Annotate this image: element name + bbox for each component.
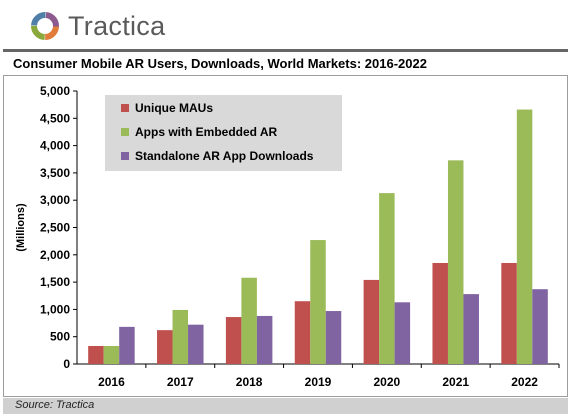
y-tick-label: 3,000 <box>40 193 70 207</box>
y-axis-label: (Millions) <box>15 203 27 252</box>
y-tick-label: 4,500 <box>40 111 70 125</box>
source-text: Source: Tractica <box>15 399 95 411</box>
bar-unique-maus-2017 <box>157 330 173 364</box>
legend-label-unique-maus: Unique MAUs <box>135 101 213 115</box>
bar-standalone-ar-downloads-2022 <box>532 289 548 364</box>
legend-swatch-unique-maus <box>121 104 129 112</box>
y-tick-label: 500 <box>50 330 70 344</box>
bar-apps-embedded-ar-2018 <box>241 277 257 364</box>
bar-apps-embedded-ar-2021 <box>447 160 464 364</box>
x-tick-label: 2022 <box>511 375 538 389</box>
bar-unique-maus-2021 <box>432 262 448 364</box>
bar-unique-maus-2018 <box>225 317 242 364</box>
bar-chart: 0 500 1,000 1,500 2,000 2,500 3,000 3,500 4,000 4… <box>15 84 560 389</box>
legend-box <box>105 95 342 171</box>
y-tick-label: 1,000 <box>40 302 70 316</box>
y-tick-label: 1,500 <box>40 275 70 289</box>
legend-label-standalone-ar-downloads: Standalone AR App Downloads <box>135 149 314 163</box>
bar-unique-maus-2019 <box>294 301 311 364</box>
bar-standalone-ar-downloads-2019 <box>325 311 342 364</box>
bar-apps-embedded-ar-2017 <box>172 309 189 364</box>
bar-unique-maus-2022 <box>501 262 517 364</box>
bar-standalone-ar-downloads-2020 <box>394 302 411 364</box>
x-tick-label: 2017 <box>167 375 194 389</box>
y-tick-label: 0 <box>63 357 70 371</box>
bar-apps-embedded-ar-2016 <box>103 345 120 364</box>
bar-standalone-ar-downloads-2018 <box>256 315 273 364</box>
y-tick-label: 2,500 <box>40 221 70 235</box>
bar-standalone-ar-downloads-2017 <box>188 324 204 364</box>
x-tick-label: 2020 <box>374 375 401 389</box>
x-tick-label: 2021 <box>442 375 469 389</box>
tractica-logo-icon <box>31 12 59 40</box>
bar-apps-embedded-ar-2020 <box>379 193 395 364</box>
y-tick-label: 5,000 <box>40 84 70 98</box>
x-tick-label: 2016 <box>98 375 125 389</box>
bar-apps-embedded-ar-2022 <box>516 109 533 364</box>
chart-frame: 0 500 1,000 1,500 2,000 2,500 3,000 3,500 4,000 4… <box>3 75 568 397</box>
header: Tractica <box>0 0 571 48</box>
header-divider <box>3 49 568 52</box>
x-tick-label: 2019 <box>305 375 332 389</box>
legend-swatch-standalone-ar-downloads <box>121 152 129 160</box>
source-bar: Source: Tractica <box>3 398 568 414</box>
y-tick-label: 4,000 <box>40 139 70 153</box>
bar-standalone-ar-downloads-2021 <box>463 294 479 364</box>
x-tick-label: 2018 <box>236 375 263 389</box>
bar-standalone-ar-downloads-2016 <box>119 326 135 364</box>
bar-apps-embedded-ar-2019 <box>310 240 326 364</box>
legend-swatch-apps-embedded-ar <box>121 128 129 136</box>
bar-unique-maus-2020 <box>363 279 380 364</box>
legend-label-apps-embedded-ar: Apps with Embedded AR <box>135 125 278 139</box>
bar-unique-maus-2016 <box>88 345 104 364</box>
logo-text: Tractica <box>68 10 166 41</box>
logo: Tractica <box>30 8 165 44</box>
y-tick-label: 3,500 <box>40 166 70 180</box>
chart-title: Consumer Mobile AR Users, Downloads, Wor… <box>13 56 427 71</box>
y-tick-label: 2,000 <box>40 248 70 262</box>
